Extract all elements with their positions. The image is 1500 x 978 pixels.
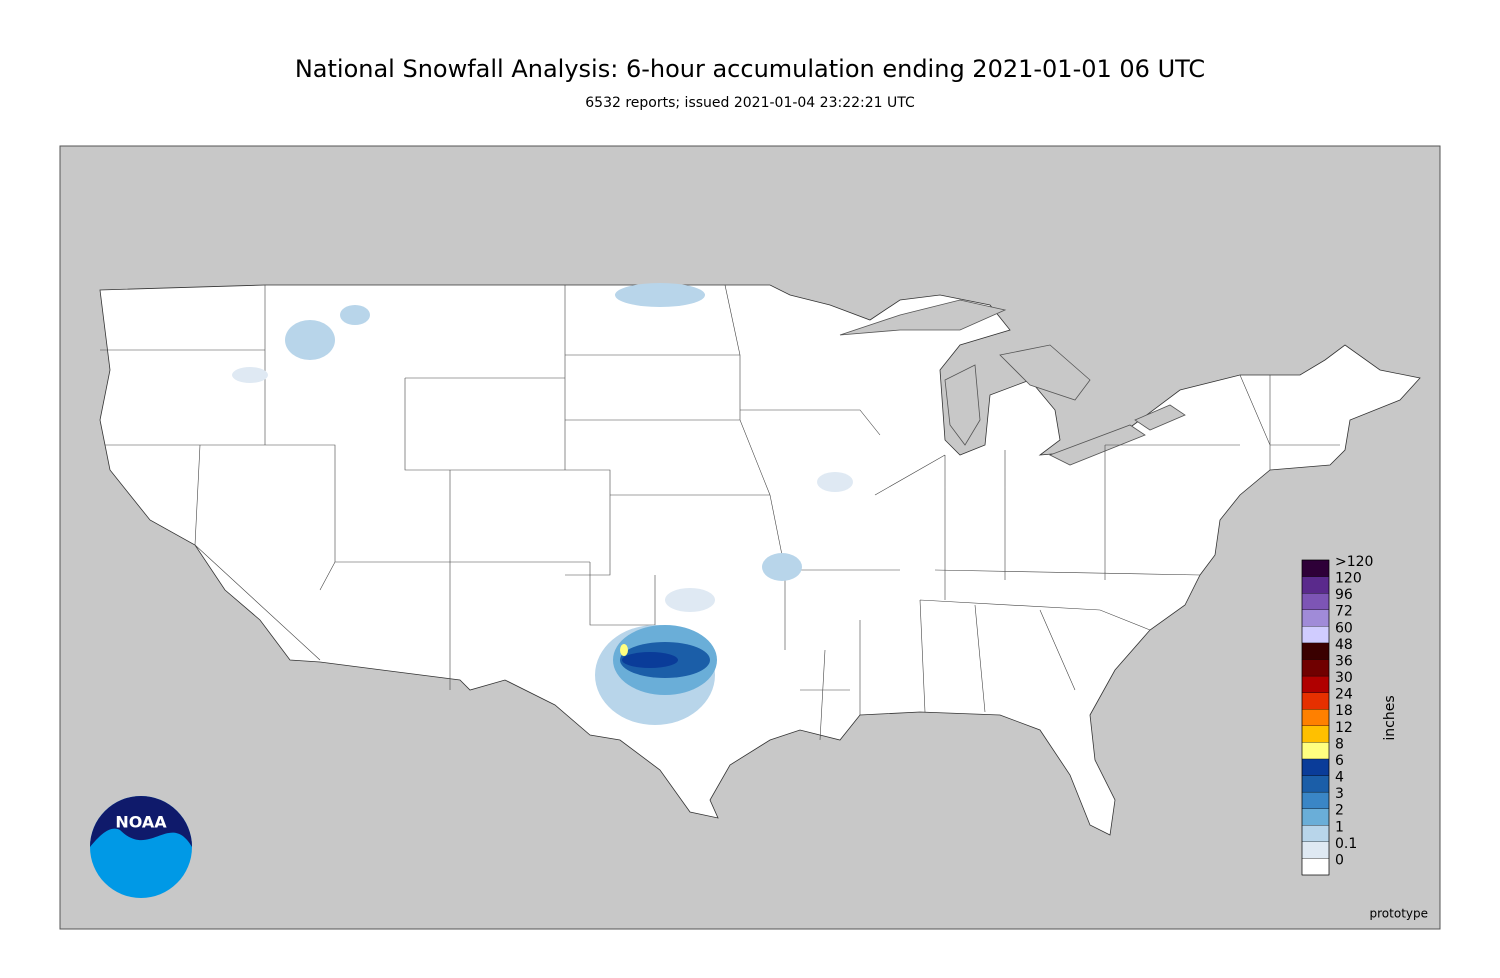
legend-label: 48 bbox=[1335, 637, 1353, 653]
legend-swatch bbox=[1301, 659, 1330, 677]
legend-label: 24 bbox=[1335, 687, 1353, 703]
subtitle: 6532 reports; issued 2021-01-04 23:22:21… bbox=[585, 95, 915, 111]
legend-label: 0.1 bbox=[1335, 836, 1357, 852]
snowfall-shading bbox=[232, 283, 853, 725]
legend-label: 6 bbox=[1335, 753, 1344, 769]
legend-label: 96 bbox=[1335, 587, 1353, 603]
legend-swatch bbox=[1301, 709, 1330, 726]
legend-label: 120 bbox=[1335, 571, 1362, 587]
title: National Snowfall Analysis: 6-hour accum… bbox=[295, 55, 1205, 83]
legend-swatch bbox=[1301, 742, 1330, 760]
legend-swatch bbox=[1301, 808, 1330, 826]
noaa-logo: NOAA bbox=[90, 796, 192, 898]
legend-swatch bbox=[1301, 775, 1330, 793]
legend-swatch bbox=[1301, 725, 1330, 743]
legend-label: 72 bbox=[1335, 604, 1353, 620]
legend-swatch bbox=[1301, 692, 1330, 710]
legend-swatch bbox=[1301, 758, 1330, 776]
legend-border bbox=[1301, 559, 1330, 876]
state-borders bbox=[100, 284, 1340, 741]
legend-swatch bbox=[1301, 626, 1330, 644]
legend-label: 30 bbox=[1335, 670, 1353, 686]
legend-swatch bbox=[1301, 593, 1330, 610]
legend-swatch bbox=[1301, 791, 1330, 809]
legend-label: 36 bbox=[1335, 653, 1353, 669]
legend-swatch bbox=[1301, 858, 1330, 876]
great-lakes bbox=[839, 299, 1186, 466]
legend-label: 18 bbox=[1335, 703, 1353, 719]
legend-swatch bbox=[1301, 609, 1330, 627]
logo-text: NOAA bbox=[115, 813, 167, 832]
legend-label: 4 bbox=[1335, 770, 1344, 786]
legend-label: 2 bbox=[1335, 803, 1344, 819]
legend-swatch bbox=[1301, 675, 1330, 693]
legend-swatch bbox=[1301, 825, 1330, 842]
legend-label: 8 bbox=[1335, 736, 1344, 752]
legend-swatch bbox=[1301, 642, 1330, 660]
legend-swatch bbox=[1301, 559, 1330, 577]
legend-label: 3 bbox=[1335, 786, 1344, 802]
legend-label: 12 bbox=[1335, 720, 1353, 736]
footer-note: prototype bbox=[1370, 907, 1428, 921]
legend-swatch bbox=[1301, 576, 1330, 594]
legend-unit: inches bbox=[1382, 695, 1398, 740]
map bbox=[59, 145, 1441, 930]
legend-label: 0 bbox=[1335, 852, 1344, 868]
legend-label: 60 bbox=[1335, 620, 1353, 636]
legend-swatch bbox=[1301, 841, 1330, 859]
legend-label: >120 bbox=[1335, 554, 1373, 570]
legend-label: 1 bbox=[1335, 819, 1344, 835]
